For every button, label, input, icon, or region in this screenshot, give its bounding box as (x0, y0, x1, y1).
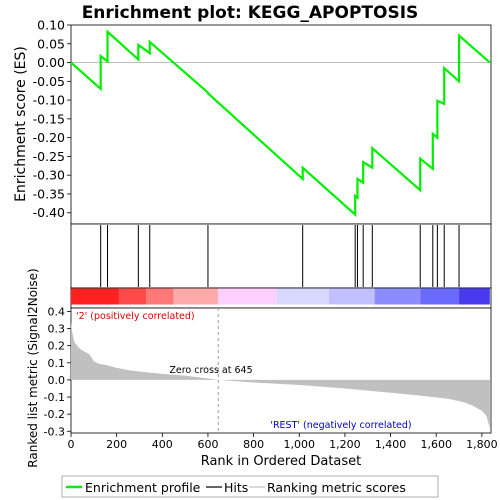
metric-y-tick-label: -0.2 (44, 408, 65, 421)
es-y-tick-label: -0.25 (33, 149, 65, 164)
metric-plot-frame (71, 308, 491, 433)
es-y-tick-label: -0.40 (33, 205, 65, 220)
color-bar-segment (459, 289, 490, 305)
es-y-tick-label: -0.20 (33, 130, 65, 145)
metric-y-axis: 0.4 0.3 0.2 0.1 0.0 -0.1 -0.2 -0.3 (44, 305, 71, 438)
es-y-tick-label: -0.35 (33, 186, 65, 201)
metric-y-axis-label: Ranked list metric (Signal2Noise) (26, 268, 40, 467)
rank-color-bar-panel (71, 288, 491, 308)
es-y-tick-label: 0.00 (37, 55, 65, 70)
legend-label-hits: Hits (224, 480, 248, 495)
color-bar-segment (276, 289, 329, 305)
metric-y-tick-label: 0.3 (48, 323, 66, 336)
color-bar-segment (420, 289, 459, 305)
chart-title: Enrichment plot: KEGG_APOPTOSIS (82, 3, 419, 23)
rank-color-bar (71, 289, 490, 305)
zero-cross-label: Zero cross at 645 (169, 365, 252, 376)
metric-y-tick-label: 0.2 (48, 340, 66, 353)
color-bar-segment (71, 289, 119, 305)
metric-x-tick-label: 1,600 (420, 438, 452, 451)
metric-x-tick-label: 400 (152, 438, 173, 451)
es-y-tick-label: -0.05 (33, 74, 65, 89)
metric-x-tick-label: 800 (243, 438, 264, 451)
metric-x-tick-label: 1,200 (329, 438, 361, 451)
metric-x-axis: 0 200 400 600 800 1,000 1,200 1,400 1,600 1,800 (68, 433, 498, 451)
metric-x-tick-label: 200 (106, 438, 127, 451)
es-y-tick-label: -0.30 (33, 168, 65, 183)
metric-y-tick-label: -0.3 (44, 425, 65, 438)
es-y-axis: 0.10 0.05 0.00 -0.05 -0.10 -0.15 -0.20 -0.25 -0.… (33, 18, 71, 221)
metric-y-tick-label: -0.1 (44, 391, 65, 404)
legend-label-ranking-metric: Ranking metric scores (267, 480, 406, 495)
es-panel: 0.10 0.05 0.00 -0.05 -0.10 -0.15 -0.20 -0.25 -0.… (13, 18, 491, 225)
metric-x-tick-label: 1,000 (284, 438, 316, 451)
metric-x-tick-label: 600 (197, 438, 218, 451)
es-y-tick-label: 0.05 (37, 36, 65, 51)
metric-y-tick-label: 0.0 (48, 374, 66, 387)
color-bar-segment (119, 289, 146, 305)
color-bar-segment (146, 289, 173, 305)
metric-x-tick-label: 0 (68, 438, 75, 451)
es-y-tick-label: 0.10 (37, 18, 65, 33)
es-y-axis-label: Enrichment score (ES) (13, 46, 29, 202)
metric-x-tick-label: 1,400 (375, 438, 407, 451)
negative-correlation-label: 'REST' (negatively correlated) (270, 420, 411, 431)
hits-panel (71, 224, 491, 288)
hits-frame (71, 224, 491, 288)
color-bar-segment (329, 289, 375, 305)
es-y-tick-label: -0.15 (33, 111, 65, 126)
color-bar-segment (174, 289, 219, 305)
es-y-tick-label: -0.10 (33, 93, 65, 108)
color-bar-segment (218, 289, 276, 305)
metric-y-tick-label: 0.4 (48, 305, 66, 318)
metric-x-axis-label: Rank in Ordered Dataset (201, 454, 362, 469)
color-bar-segment (375, 289, 421, 305)
metric-y-tick-label: 0.1 (48, 357, 66, 370)
positive-correlation-label: '2' (positively correlated) (76, 311, 195, 322)
legend: Enrichment profile Hits Ranking metric s… (62, 476, 438, 497)
legend-label-enrichment-profile: Enrichment profile (85, 480, 201, 495)
metric-x-tick-label: 1,800 (466, 438, 498, 451)
